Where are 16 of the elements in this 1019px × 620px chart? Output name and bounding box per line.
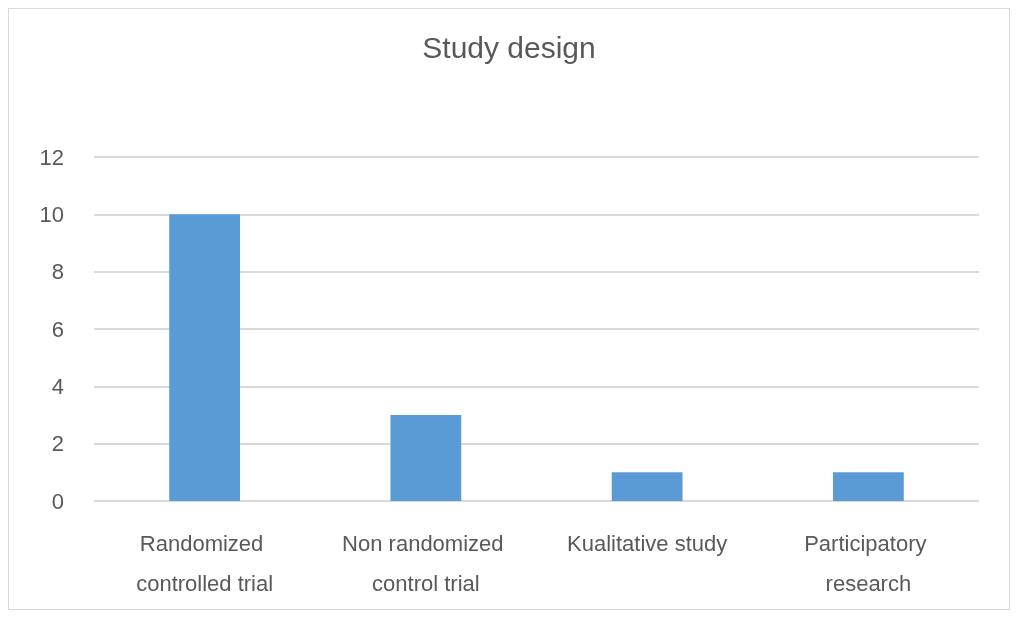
x-tick-label: Kualitative study [567, 530, 728, 556]
x-tick-label: Non randomized control trial [342, 530, 510, 596]
x-tick-label: Participatory research [804, 530, 933, 596]
y-tick-label: 8 [51, 259, 64, 285]
y-tick-label: 0 [51, 488, 64, 514]
y-tick-label: 6 [51, 316, 64, 342]
bar [390, 415, 462, 501]
y-tick-label: 12 [39, 144, 64, 170]
y-tick-label: 2 [51, 431, 64, 457]
x-tick-label: Randomized controlled trial [136, 530, 274, 596]
bar [611, 472, 683, 501]
bar [832, 472, 904, 501]
bar [169, 214, 241, 501]
y-tick-label: 10 [39, 201, 64, 227]
y-tick-label: 4 [51, 373, 64, 399]
chart-title: Study design [422, 30, 596, 64]
